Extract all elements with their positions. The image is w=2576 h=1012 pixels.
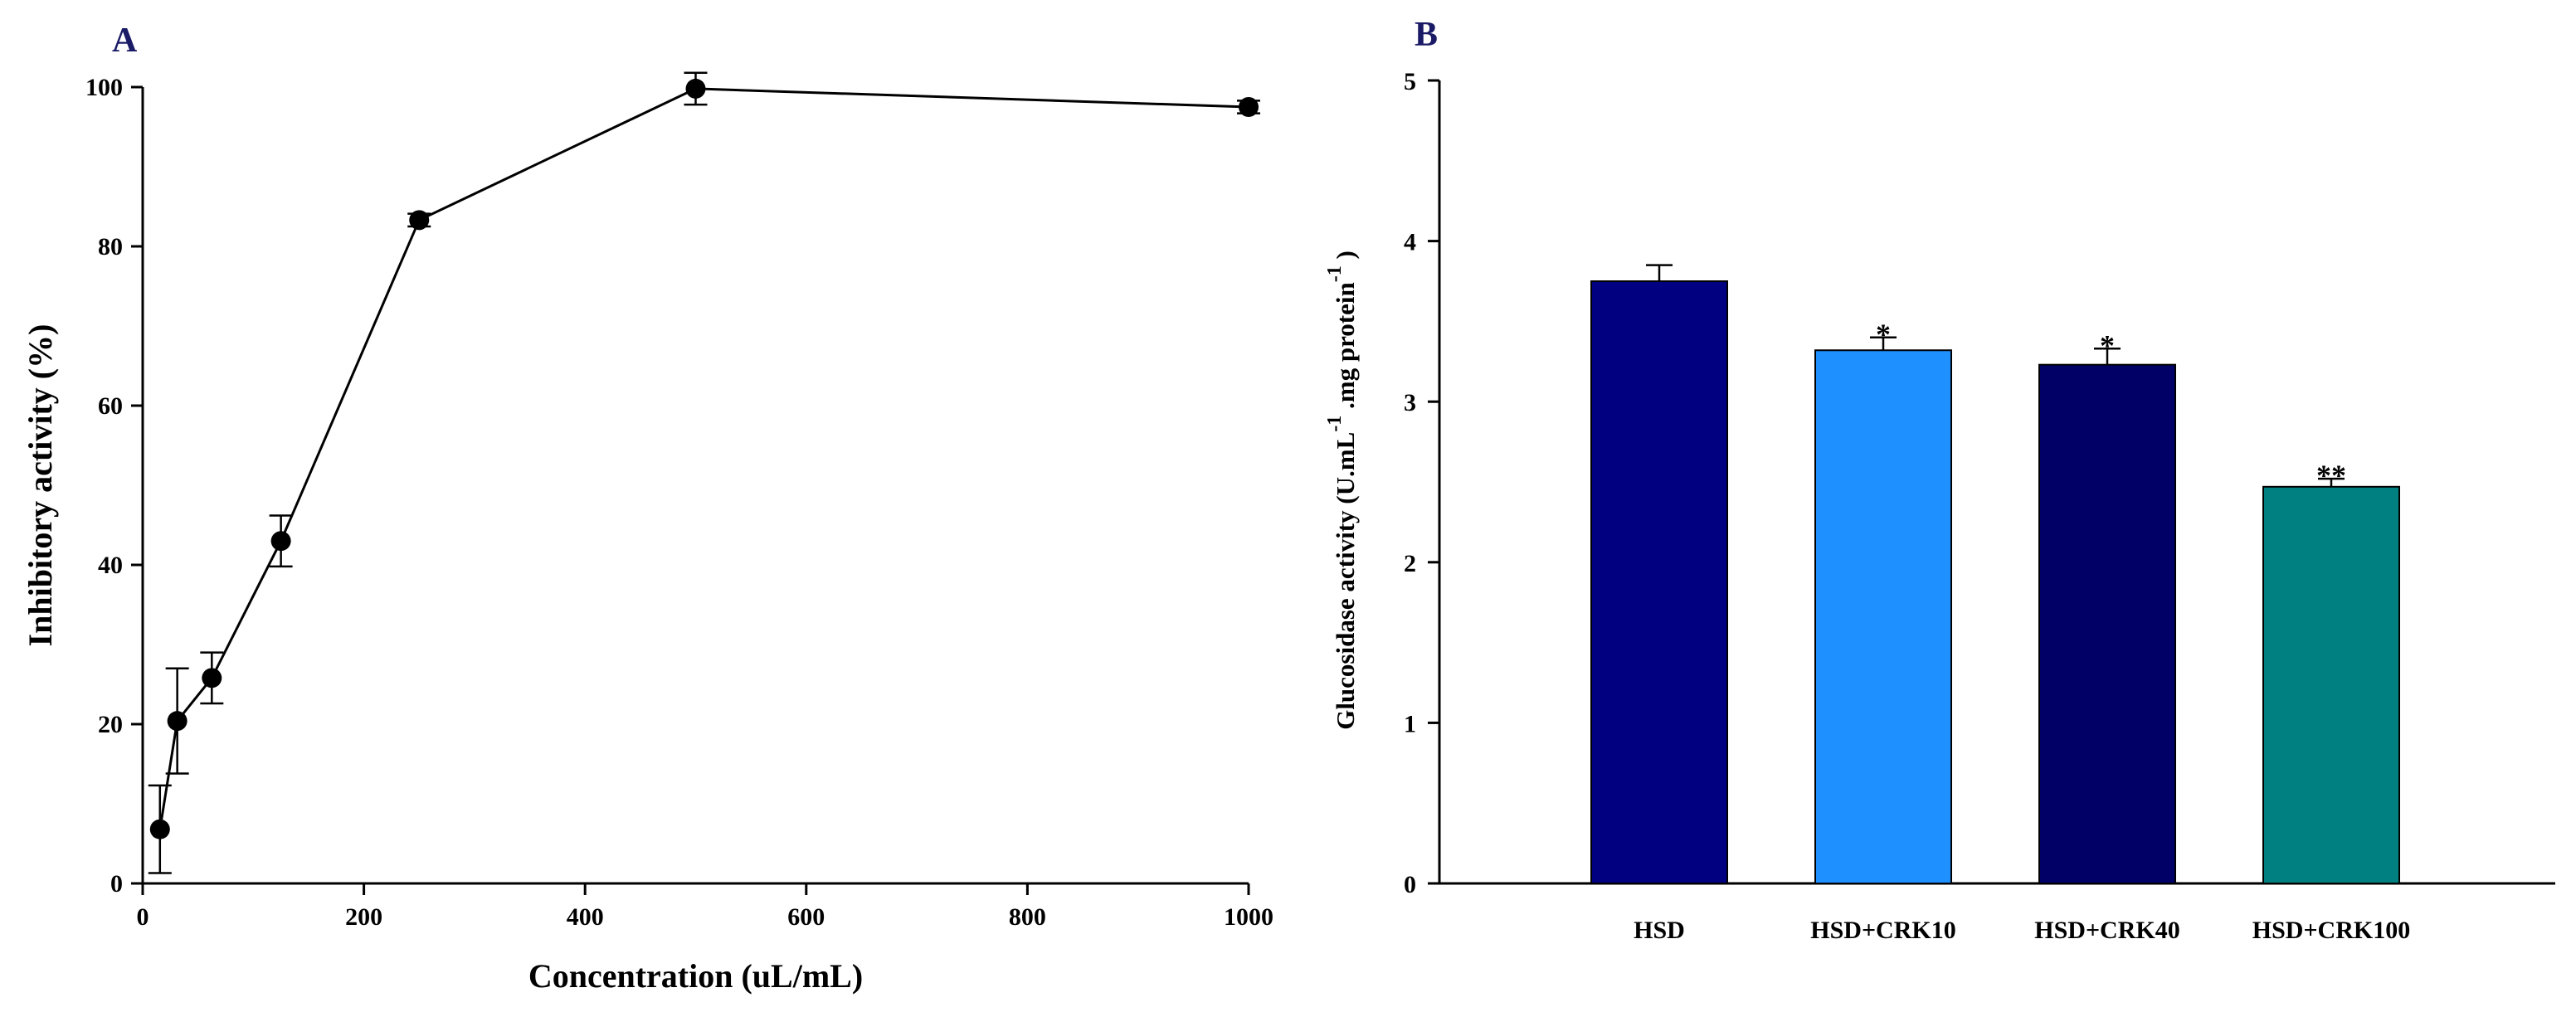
bar bbox=[2262, 485, 2400, 884]
significance-marker: * bbox=[1876, 318, 1891, 351]
series-line bbox=[158, 87, 1249, 830]
data-point bbox=[1239, 97, 1259, 117]
x-category-label: HSD+CRK100 bbox=[2252, 917, 2410, 944]
bar bbox=[1590, 280, 1728, 884]
data-point bbox=[149, 819, 170, 839]
y-axis-title: Inhibitory activity (%) bbox=[22, 324, 59, 647]
panel-letter-a: A bbox=[112, 22, 138, 60]
data-point bbox=[202, 668, 222, 688]
y-tick-label: 4 bbox=[1404, 229, 1416, 256]
y-tick-label: 2 bbox=[1404, 550, 1416, 577]
bar bbox=[2038, 363, 2176, 884]
significance-marker: * bbox=[2100, 328, 2115, 362]
y-tick-label: 5 bbox=[1404, 68, 1416, 95]
data-point bbox=[167, 711, 187, 732]
x-tick-label: 0 bbox=[137, 903, 149, 931]
x-category-label: HSD+CRK10 bbox=[1810, 917, 1955, 944]
y-axis-title: Glucosidase activity (U.mL-1 .mg protein… bbox=[1324, 251, 1360, 730]
y-tick-label: 0 bbox=[110, 870, 123, 898]
significance-marker: ** bbox=[2316, 459, 2346, 492]
data-point bbox=[270, 531, 291, 552]
x-category-label: HSD bbox=[1634, 917, 1685, 944]
y-tick-label: 20 bbox=[98, 711, 123, 738]
y-tick-label: 100 bbox=[85, 74, 123, 101]
x-tick-label: 800 bbox=[1009, 903, 1046, 931]
y-tick-label: 0 bbox=[1404, 871, 1416, 898]
x-axis-title: Concentration (uL/mL) bbox=[528, 957, 863, 995]
x-tick-label: 1000 bbox=[1224, 903, 1273, 931]
y-tick-label: 3 bbox=[1404, 389, 1416, 416]
data-point bbox=[409, 210, 430, 231]
y-tick-label: 1 bbox=[1404, 710, 1416, 737]
y-tick-label: 60 bbox=[98, 392, 123, 420]
bar bbox=[1814, 349, 1952, 884]
y-tick-label: 40 bbox=[98, 552, 123, 579]
panel-letter-b: B bbox=[1415, 16, 1438, 54]
x-category-label: HSD+CRK40 bbox=[2034, 917, 2179, 944]
x-tick-label: 200 bbox=[345, 903, 382, 931]
x-tick-label: 400 bbox=[567, 903, 604, 931]
panel-b-bar-chart: B 0 1 2 3 4 5 Glucosidase activity (U.mL-1 .mg … bbox=[1324, 16, 2555, 944]
y-tick-label: 80 bbox=[98, 233, 123, 260]
x-tick-label: 600 bbox=[787, 903, 825, 931]
data-point bbox=[685, 78, 706, 99]
